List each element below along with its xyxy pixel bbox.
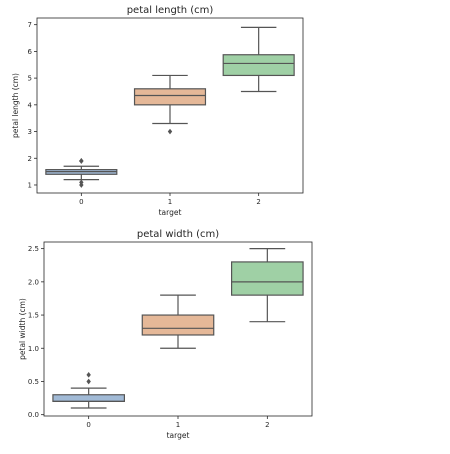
box-0 bbox=[52, 371, 126, 409]
box-1 bbox=[141, 294, 215, 349]
chart-2: petal width (cm) 0.0 0.5 1.0 1.5 2.0 2.5 0 1 2 tar… bbox=[18, 229, 313, 440]
x-tick-label: 1 bbox=[168, 198, 172, 206]
y-tick-label: 0.5 bbox=[28, 378, 39, 386]
x-tick-label: 2 bbox=[265, 421, 269, 429]
y-tick-label: 4 bbox=[28, 101, 33, 109]
y-tick-label: 3 bbox=[28, 128, 32, 136]
outlier-point bbox=[86, 378, 91, 385]
x-tick-label: 0 bbox=[79, 198, 83, 206]
outlier-point bbox=[79, 179, 84, 186]
y-tick-label: 5 bbox=[28, 75, 32, 83]
outlier-point bbox=[79, 158, 84, 164]
y-tick-label: 0.0 bbox=[28, 411, 39, 419]
y-tick-label: 2.5 bbox=[28, 245, 39, 253]
x-axis-label: target bbox=[167, 431, 190, 440]
box-iqr bbox=[141, 314, 215, 336]
y-tick-label: 2 bbox=[28, 155, 32, 163]
chart-1: petal length (cm) 1 2 3 4 5 6 7 0 1 2 target petal l… bbox=[11, 5, 304, 217]
y-tick-label: 1.0 bbox=[28, 345, 39, 353]
box-iqr bbox=[222, 54, 295, 77]
y-tick-label: 7 bbox=[28, 21, 32, 29]
y-axis-label: petal width (cm) bbox=[18, 298, 27, 360]
box-iqr bbox=[133, 88, 207, 106]
chart-title: petal length (cm) bbox=[127, 5, 214, 16]
x-tick-label: 0 bbox=[86, 421, 90, 429]
y-tick-label: 1 bbox=[28, 181, 32, 189]
x-tick-label: 2 bbox=[256, 198, 260, 206]
box-iqr bbox=[231, 261, 304, 296]
x-axis-label: target bbox=[159, 208, 182, 217]
box-1 bbox=[133, 74, 207, 135]
y-tick-label: 2.0 bbox=[28, 278, 39, 286]
chart-title: petal width (cm) bbox=[137, 229, 219, 240]
outlier-point bbox=[167, 128, 173, 135]
y-tick-label: 6 bbox=[28, 48, 33, 56]
box-2 bbox=[231, 248, 304, 323]
y-tick-label: 1.5 bbox=[28, 312, 39, 320]
x-tick-label: 1 bbox=[176, 421, 180, 429]
y-axis-label: petal length (cm) bbox=[11, 73, 20, 138]
outlier-point bbox=[86, 371, 91, 378]
box-0 bbox=[45, 158, 118, 188]
box-iqr bbox=[52, 394, 126, 402]
box-2 bbox=[222, 26, 295, 93]
